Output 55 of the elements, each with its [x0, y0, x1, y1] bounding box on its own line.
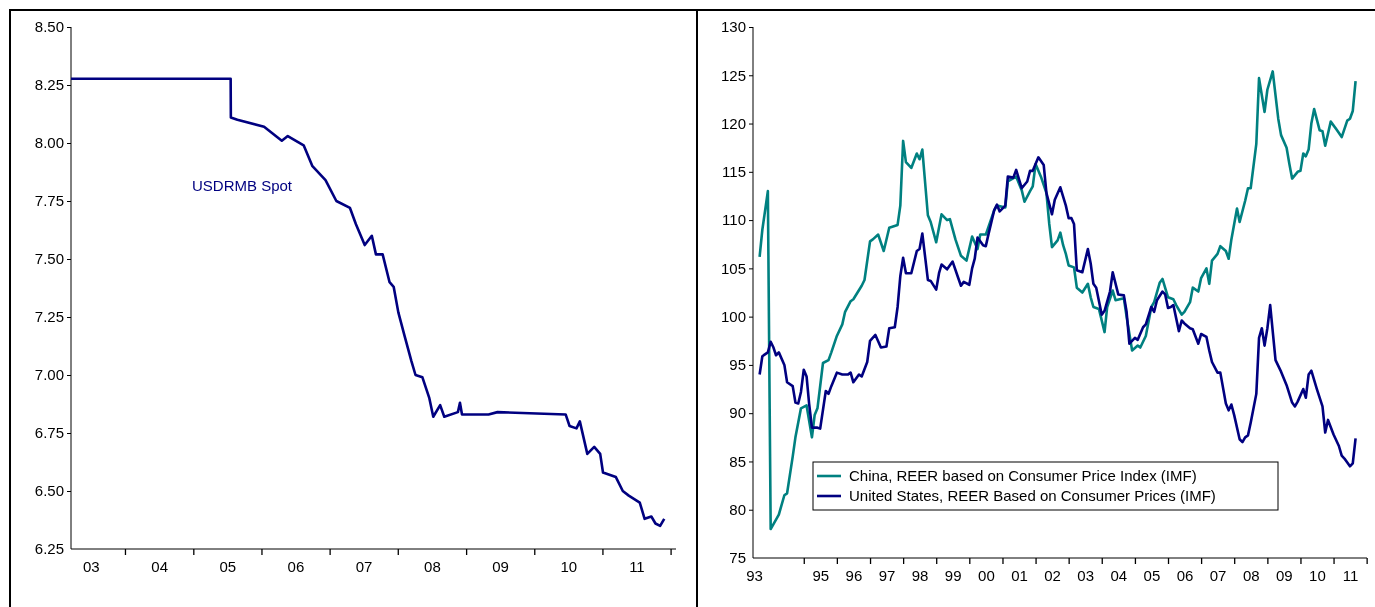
y-tick-label: 110 — [722, 211, 746, 229]
x-tick-label: 09 — [492, 557, 509, 575]
x-tick-label: 08 — [424, 557, 441, 575]
line-series — [69, 77, 666, 528]
y-tick-label: 6.25 — [34, 540, 64, 558]
y-tick-label: 6.75 — [34, 424, 64, 442]
x-tick-label: 95 — [812, 566, 830, 584]
y-tick-label: 95 — [729, 356, 746, 374]
x-tick-label: 04 — [151, 557, 168, 575]
y-tick-label: 90 — [729, 404, 746, 422]
x-tick-label: 04 — [1110, 566, 1128, 584]
y-tick-label: 125 — [720, 66, 746, 84]
legend-label: United States, REER Based on Consumer Prices (IMF) — [849, 487, 1216, 504]
y-tick-label: 75 — [729, 549, 746, 567]
y-tick-label: 115 — [722, 163, 746, 181]
y-tick-label: 130 — [720, 18, 746, 36]
x-tick-label: 00 — [978, 566, 995, 584]
y-tick-label: 8.00 — [34, 134, 64, 152]
x-tick-label: 03 — [1077, 566, 1094, 584]
line-series — [758, 156, 1357, 468]
series-label: USDRMB Spot — [192, 177, 293, 195]
x-tick-label: 08 — [1242, 566, 1260, 584]
x-tick-label: 05 — [219, 557, 237, 575]
y-tick-label: 7.00 — [34, 366, 64, 384]
y-tick-label: 80 — [729, 501, 746, 519]
line-series — [758, 70, 1357, 531]
x-tick-label: 01 — [1011, 566, 1028, 584]
x-tick-label: 10 — [560, 557, 578, 575]
x-tick-label: 99 — [944, 566, 962, 584]
x-tick-label: 98 — [911, 566, 929, 584]
x-tick-label: 11 — [629, 557, 645, 575]
x-tick-label: 06 — [287, 557, 305, 575]
y-tick-label: 8.25 — [34, 76, 64, 94]
y-tick-label: 8.50 — [34, 18, 64, 36]
y-tick-label: 7.75 — [34, 192, 64, 210]
x-tick-label: 07 — [355, 557, 373, 575]
x-tick-label: 11 — [1342, 566, 1359, 584]
y-tick-label: 100 — [720, 307, 746, 325]
x-tick-label: 02 — [1044, 566, 1061, 584]
x-tick-label: 93 — [746, 566, 763, 584]
y-tick-label: 6.50 — [34, 482, 64, 500]
y-tick-label: 105 — [720, 259, 746, 277]
legend-label: China, REER based on Consumer Price Index (IMF) — [849, 467, 1197, 484]
x-tick-label: 07 — [1209, 566, 1227, 584]
x-tick-label: 09 — [1276, 566, 1293, 584]
x-tick-label: 97 — [878, 566, 896, 584]
y-tick-label: 7.50 — [34, 250, 64, 268]
y-tick-label: 120 — [720, 114, 746, 132]
y-tick-label: 85 — [729, 452, 746, 470]
x-tick-label: 06 — [1176, 566, 1194, 584]
x-tick-label: 10 — [1309, 566, 1326, 584]
x-tick-label: 03 — [82, 557, 100, 575]
x-tick-label: 05 — [1143, 566, 1161, 584]
y-tick-label: 7.25 — [34, 308, 64, 326]
x-tick-label: 96 — [845, 566, 863, 584]
